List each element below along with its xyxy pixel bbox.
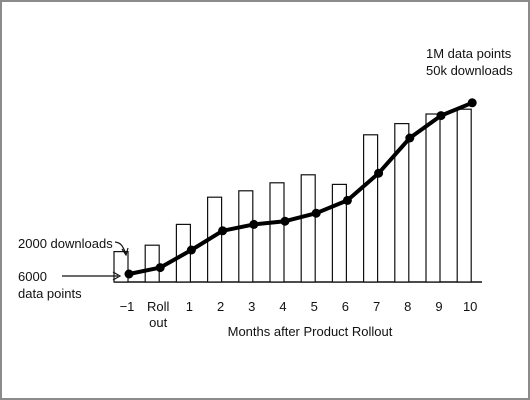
line-point-5 <box>280 216 290 226</box>
bar-11 <box>456 108 472 283</box>
line-point-3 <box>218 226 228 236</box>
bar-9 <box>394 122 410 283</box>
line-point-7 <box>342 195 352 205</box>
annotation-start-downloads: 2000 downloads <box>18 236 113 251</box>
bar-4 <box>238 190 254 283</box>
annotation-end-line-1: 1M data points <box>426 46 512 61</box>
bar-6 <box>300 174 316 283</box>
x-tick-label-2: 1 <box>186 299 193 314</box>
bar-5 <box>269 182 285 283</box>
line-point-6 <box>311 208 321 218</box>
annotation-start-points-line-2: data points <box>18 286 82 301</box>
x-tick-label-1: Roll out <box>147 299 170 330</box>
line-point-11 <box>467 98 477 108</box>
points-layer <box>124 98 477 279</box>
x-tick-labels: −1 Roll out 1 2 3 4 5 6 7 8 9 10 <box>120 299 478 330</box>
bar-8 <box>363 134 379 283</box>
line-point-1 <box>155 263 165 273</box>
annotation-start-points-arrowhead <box>112 271 122 281</box>
x-tick-label-11: 10 <box>463 299 477 314</box>
bar-0 <box>113 251 129 283</box>
bar-7 <box>331 183 347 283</box>
line-point-10 <box>436 111 446 121</box>
annotation-start-points-line-1: 6000 <box>18 269 47 284</box>
annotation-end-line-2: 50k downloads <box>426 63 513 78</box>
x-tick-label-0: −1 <box>120 299 135 314</box>
trend-line <box>127 100 475 276</box>
x-tick-label-4: 3 <box>248 299 255 314</box>
x-tick-label-8: 7 <box>373 299 380 314</box>
x-tick-label-6: 5 <box>311 299 318 314</box>
line-point-2 <box>186 245 196 255</box>
line-point-0 <box>124 269 134 279</box>
bars-layer <box>113 108 472 283</box>
x-tick-label-3: 2 <box>217 299 224 314</box>
line-point-9 <box>405 133 415 143</box>
x-tick-label-10: 9 <box>435 299 442 314</box>
bar-1 <box>144 244 160 283</box>
x-tick-label-5: 4 <box>279 299 286 314</box>
line-point-4 <box>249 219 259 229</box>
bar-10 <box>425 113 441 283</box>
x-tick-label-7: 6 <box>342 299 349 314</box>
x-axis-label: Months after Product Rollout <box>228 324 393 339</box>
line-point-8 <box>374 168 384 178</box>
x-tick-label-9: 8 <box>404 299 411 314</box>
annotation-start-downloads-arrow <box>114 241 127 255</box>
annotation-start-downloads-arrowhead <box>121 247 129 257</box>
